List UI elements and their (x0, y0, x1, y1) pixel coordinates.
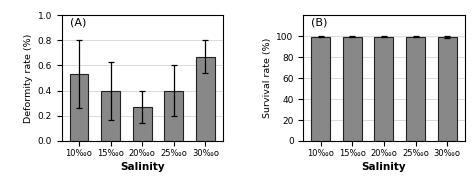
Bar (164, 91, 183, 141)
Bar (133, 107, 152, 141)
Text: (B): (B) (311, 17, 328, 28)
X-axis label: Salinity: Salinity (120, 162, 164, 172)
Bar (438, 37, 456, 141)
Bar (70, 74, 89, 141)
X-axis label: Salinity: Salinity (362, 162, 406, 172)
Bar (374, 36, 393, 141)
Bar (343, 36, 362, 141)
Text: (A): (A) (70, 17, 86, 28)
Bar (311, 36, 330, 141)
Bar (406, 36, 425, 141)
Y-axis label: Deformity rate (%): Deformity rate (%) (24, 33, 33, 123)
Y-axis label: Survival rate (%): Survival rate (%) (263, 38, 272, 118)
Bar (196, 57, 215, 141)
Bar (101, 91, 120, 141)
